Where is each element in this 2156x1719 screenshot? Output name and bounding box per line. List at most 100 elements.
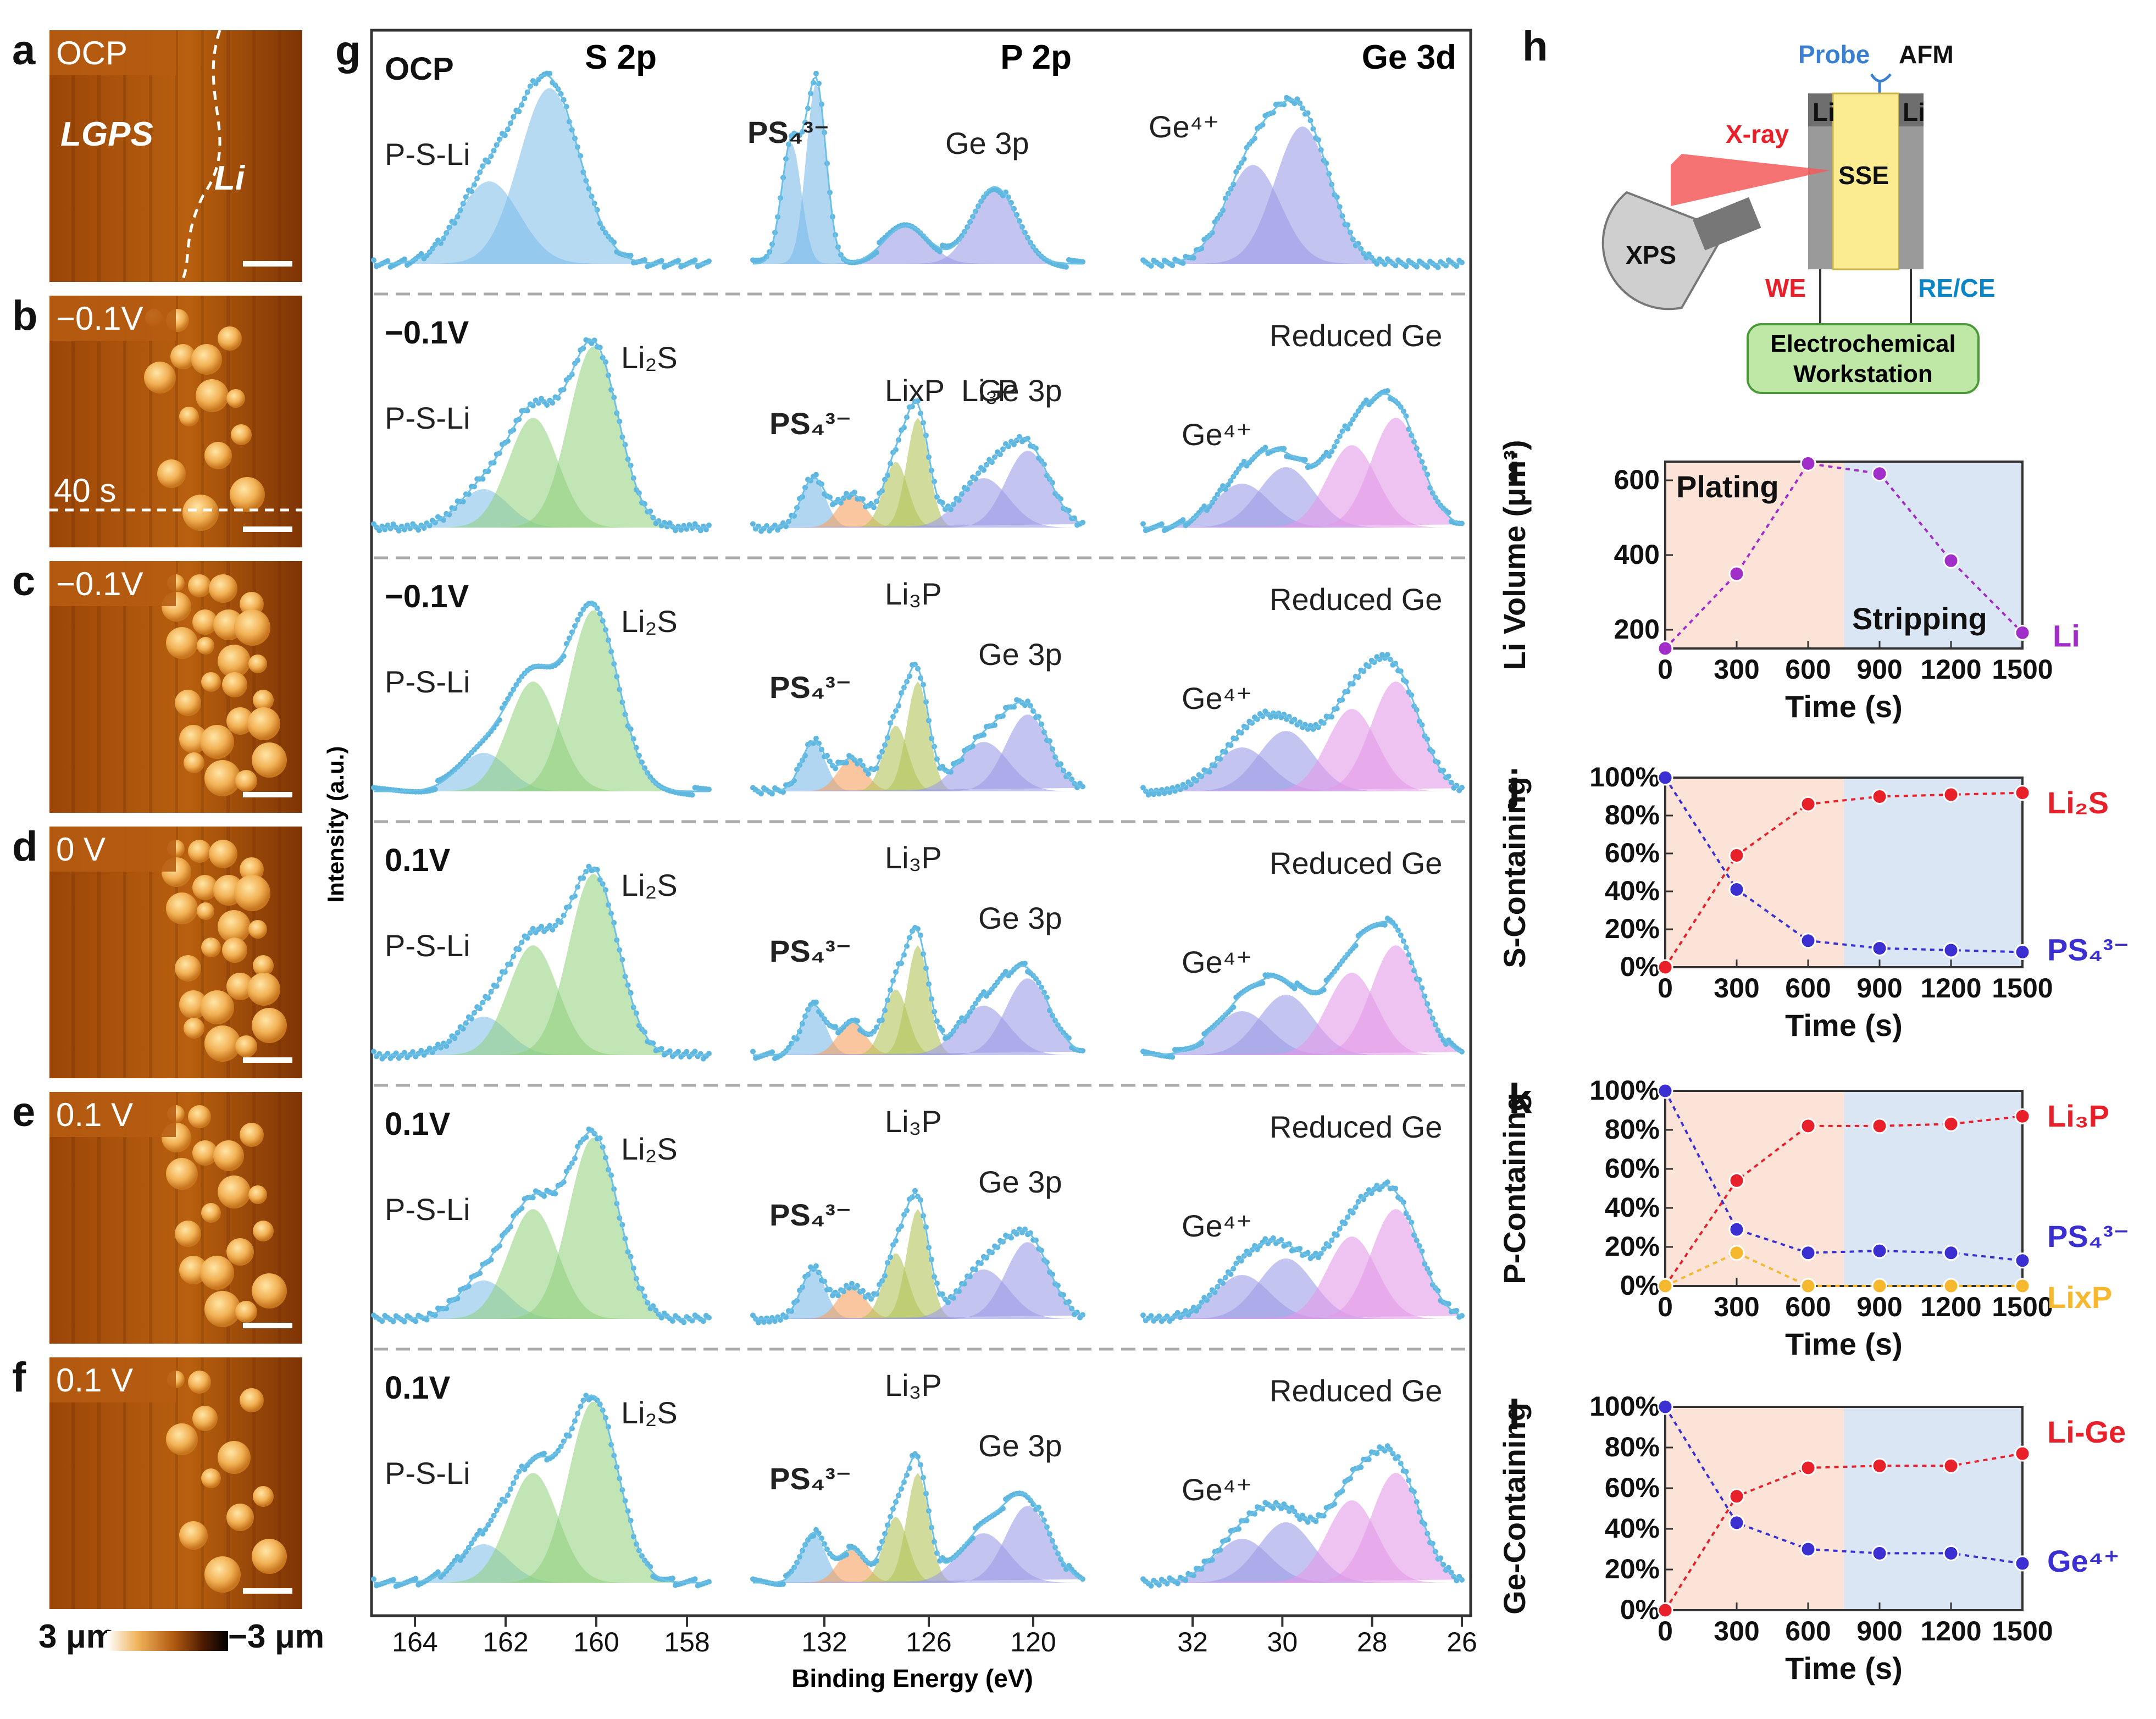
xps-data-point [426, 1045, 433, 1051]
li-deposit [192, 1140, 218, 1166]
xps-data-point [658, 1315, 664, 1321]
p2p-peak [753, 225, 1083, 264]
y-tick-label: 0% [1620, 1270, 1660, 1301]
chart-i: i 200 400 600 0 300 600 900 1200 1500 Time (s) Li V… [1497, 440, 2080, 724]
x-tick-label: 1500 [1992, 1616, 2053, 1646]
ge3d-label-ge4: Ge⁴⁺ [1182, 1208, 1252, 1243]
li-deposit [209, 574, 237, 603]
y-axis-title: Li Volume (μm³) [1497, 440, 1532, 670]
y-tick-label: 60% [1605, 1153, 1660, 1184]
p2p-peak [753, 1533, 1083, 1583]
li-deposit [184, 752, 204, 773]
y-tick-label: 60% [1605, 838, 1660, 868]
data-point [1871, 789, 1888, 805]
scale-bar [243, 526, 292, 532]
p2p-peak [753, 187, 1083, 264]
xps-data-point [418, 251, 424, 257]
left-electrode-body [1808, 99, 1833, 269]
p2p-label-ge3p: Ge 3p [978, 901, 1062, 935]
data-point [1943, 786, 1959, 803]
li-deposit [218, 326, 242, 351]
xps-data-point [1014, 1231, 1019, 1237]
xps-data-point [675, 1049, 681, 1055]
x-tick-label: 1200 [1920, 973, 1981, 1003]
workstation-line2: Workstation [1793, 361, 1932, 387]
data-point [1871, 1243, 1888, 1259]
afm-streak [226, 30, 230, 282]
p2p-peak [753, 1022, 1083, 1055]
afm-streak [123, 561, 126, 813]
scale-bar [243, 261, 292, 267]
x-tick-label: 1200 [1920, 1291, 1981, 1322]
chart-k: k 0% 20% 40% 60% 80% 100% 0 300 600 900 1200 1500 Tim… [1497, 1075, 2130, 1361]
xps-data-point [976, 996, 981, 1002]
afm-streak [123, 30, 126, 282]
xps-data-point [692, 1576, 698, 1582]
afm-streak [149, 561, 152, 813]
xps-data-point [813, 999, 819, 1005]
li-deposit [218, 1441, 251, 1474]
li-deposit [204, 1556, 241, 1593]
setup-schematic: h Probe AFM Li Li SSE X-ray XPS WE RE/CE… [1522, 23, 1996, 394]
p2p-label-ge3p: Ge 3p [978, 637, 1062, 672]
ge3d-label-ge4: Ge⁴⁺ [1182, 1472, 1252, 1507]
s2p-peak [374, 874, 709, 1055]
data-point [1800, 796, 1816, 812]
s2p-peak [374, 1280, 709, 1319]
xps-data-point [706, 258, 712, 264]
data-point [1800, 1278, 1816, 1294]
xps-data-point [401, 1319, 407, 1324]
p2p-label-ge3p: Ge 3p [978, 1428, 1062, 1463]
p2p-peak [753, 758, 1083, 791]
li-deposit [240, 857, 264, 881]
ge3d-peak [1143, 126, 1462, 264]
afm-streak [201, 296, 204, 547]
p2p-peak [753, 1473, 1083, 1583]
series-line-0 [1664, 791, 2023, 968]
xps-data-point [1228, 478, 1234, 484]
data-point [1943, 1545, 1959, 1561]
y-tick-label: 80% [1605, 800, 1660, 830]
plating-region [1665, 778, 1844, 967]
s2p-label-li2s: Li₂S [621, 868, 678, 902]
li-deposit [188, 574, 211, 597]
header-ge3d: Ge 3d [1362, 38, 1456, 76]
xps-tick-label: 32 [1177, 1627, 1208, 1657]
li-deposit [182, 495, 219, 531]
data-point [1871, 1545, 1888, 1561]
data-point [1800, 455, 1816, 472]
series-line-1 [1664, 777, 2023, 953]
xps-data-point [1148, 1583, 1154, 1589]
xps-data-point [1156, 1582, 1162, 1588]
xps-data-point [675, 258, 681, 263]
x-tick-label: 600 [1785, 1616, 1831, 1646]
p2p-label-ps4: PS₄³⁻ [769, 934, 852, 968]
p2p-label-li3p: Li₃P [885, 1104, 942, 1139]
li-deposit [204, 1291, 241, 1327]
xps-data-point [789, 1308, 794, 1314]
y-axis-title: P-Containing [1497, 1093, 1532, 1284]
series-label-0: Li-Ge [2047, 1415, 2126, 1449]
stripping-region [1844, 1407, 2022, 1610]
header-s2p: S 2p [585, 38, 657, 76]
data-point [2014, 1445, 2031, 1462]
xps-data-point [1159, 263, 1165, 269]
interface-dashed-line [180, 30, 221, 283]
li-deposit [204, 760, 241, 796]
xps-data-point [1140, 521, 1146, 527]
x-tick-label: 300 [1714, 654, 1759, 685]
xps-data-point [1393, 263, 1399, 269]
panel-letter-a: a [12, 27, 36, 74]
ge3d-peak [1143, 418, 1462, 528]
afm-streak [278, 30, 281, 282]
li-deposit [166, 1423, 198, 1455]
xps-data-point [1262, 1236, 1268, 1242]
afm-streak [201, 30, 204, 282]
electrochemical-workstation-box [1747, 323, 1980, 394]
xps-data-point [1262, 445, 1268, 451]
xps-data-point [1297, 1516, 1303, 1522]
xps-y-axis-title: Intensity (a.u.) [323, 746, 348, 903]
ge3d-label-reduced: Reduced Ge [1270, 1110, 1442, 1144]
p2p-peak [753, 1269, 1083, 1319]
li-deposit [226, 389, 245, 408]
